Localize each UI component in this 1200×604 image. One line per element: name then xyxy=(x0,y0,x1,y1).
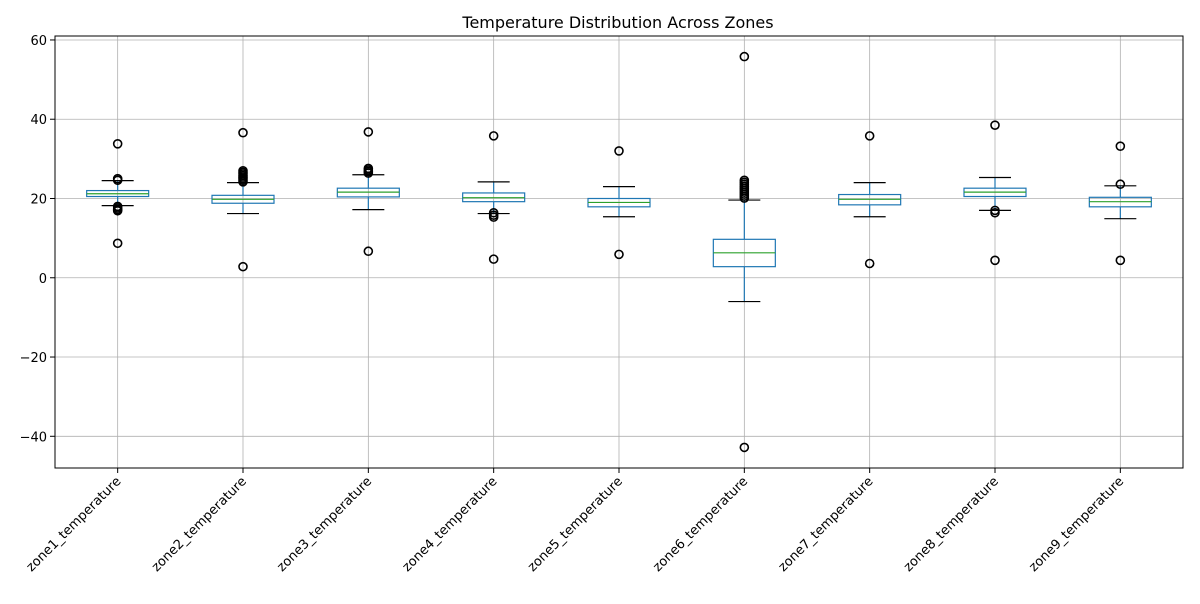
outlier-point xyxy=(1115,179,1126,190)
box-group-zone9_temperature xyxy=(1088,141,1152,266)
box-group-zone5_temperature xyxy=(587,146,651,260)
outlier-point xyxy=(990,255,1000,266)
outlier-point xyxy=(112,139,123,149)
outlier-point xyxy=(363,246,374,257)
plot-frame xyxy=(54,35,1184,469)
x-tick-label: zone3_temperature xyxy=(274,474,375,575)
outlier-point xyxy=(614,249,624,260)
outlier-point xyxy=(990,207,1000,218)
x-tick-label: zone8_temperature xyxy=(901,474,1002,575)
y-tick-label: 40 xyxy=(30,113,47,128)
y-tick-label: 20 xyxy=(30,192,47,207)
outlier-point xyxy=(1115,255,1126,266)
x-tick-label: zone4_temperature xyxy=(400,474,501,575)
y-tick-label: −40 xyxy=(20,430,47,445)
x-tick-label: zone9_temperature xyxy=(1026,474,1127,575)
outlier-point xyxy=(864,131,875,141)
outlier-point xyxy=(112,238,123,249)
box-group-zone4_temperature xyxy=(462,131,526,264)
outlier-point xyxy=(112,205,123,216)
outlier-point xyxy=(363,168,374,178)
outlier-point xyxy=(990,120,1000,130)
box-group-zone7_temperature xyxy=(838,131,902,269)
x-tick-label: zone2_temperature xyxy=(149,474,250,575)
outlier-point xyxy=(363,127,374,137)
outlier-point xyxy=(488,254,499,264)
outlier-point xyxy=(488,212,499,222)
outlier-point xyxy=(739,442,750,453)
x-tick-label: zone7_temperature xyxy=(776,474,877,575)
box-group-zone6_temperature xyxy=(712,51,776,453)
plot-layer xyxy=(86,51,1152,453)
box-group-zone8_temperature xyxy=(963,120,1027,266)
outlier-point xyxy=(238,261,248,272)
chart-title: Temperature Distribution Across Zones xyxy=(461,13,773,32)
y-tick-label: −20 xyxy=(20,351,47,366)
outlier-point xyxy=(112,175,123,186)
outlier-point xyxy=(739,193,750,203)
grid-layer xyxy=(55,36,1183,468)
outlier-point xyxy=(614,146,624,156)
x-tick-label: zone6_temperature xyxy=(650,474,751,575)
x-tick-label: zone5_temperature xyxy=(525,474,626,575)
outlier-point xyxy=(864,258,875,269)
y-tick-label: 0 xyxy=(39,272,47,287)
y-tick-label: 60 xyxy=(30,34,47,49)
outlier-point xyxy=(739,51,750,62)
outlier-point xyxy=(238,177,248,187)
outlier-point xyxy=(238,127,248,138)
axis-layer: −40 −20 0 20 40 60 zone1_temperature zone2_temp… xyxy=(20,34,1184,575)
outlier-point xyxy=(488,131,499,141)
outlier-point xyxy=(1115,141,1126,151)
box-group-zone3_temperature xyxy=(336,127,400,257)
x-tick-label: zone1_temperature xyxy=(24,474,125,575)
box-group-zone2_temperature xyxy=(211,127,275,272)
box-group-zone1_temperature xyxy=(86,139,150,249)
